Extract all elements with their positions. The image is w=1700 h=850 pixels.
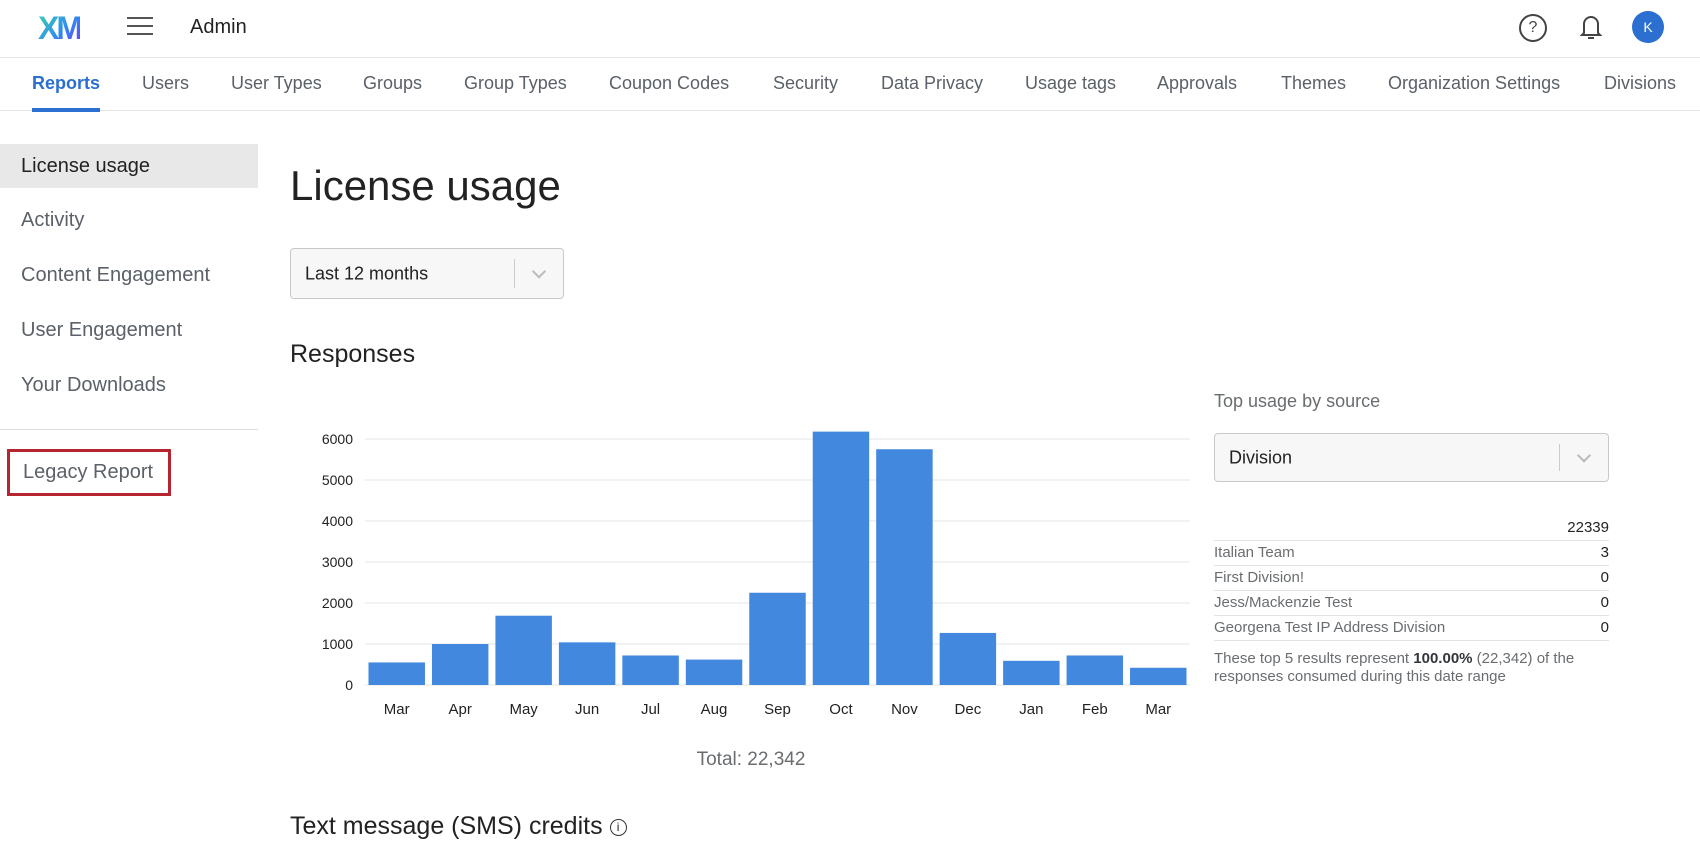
foot-text: (22,342) of the responses consumed durin… [1214,650,1575,685]
tab-groups[interactable]: Groups [363,73,423,93]
y-tick-label: 1000 [322,636,353,652]
tab-divisions[interactable]: Divisions [1604,73,1677,93]
chevron-down-icon [1576,447,1592,463]
avatar[interactable]: K [1632,11,1664,43]
row-name: Georgena Test IP Address Division [1214,619,1446,636]
source-select-value: Division [1229,447,1293,467]
bar-jul [622,655,679,685]
bar-mar [1130,667,1187,685]
menu-icon[interactable] [127,17,153,37]
date-range-value: Last 12 months [305,263,429,283]
tab-approvals[interactable]: Approvals [1157,73,1238,93]
row-value: 0 [1600,569,1609,586]
x-tick-label: Apr [449,701,472,718]
table-row: First Division! 0 [1214,566,1609,591]
x-tick-label: Jun [575,701,599,718]
row-value: 3 [1600,544,1609,561]
tab-security[interactable]: Security [773,73,839,93]
bar-sep [749,592,806,685]
tab-reports[interactable]: Reports [32,73,101,112]
bar-dec [939,632,997,685]
tab-organization-settings[interactable]: Organization Settings [1388,73,1561,93]
y-tick-label: 3000 [322,554,353,570]
y-tick-label: 6000 [322,431,353,447]
table-row: Italian Team 3 [1214,541,1609,566]
top-bar: XM Admin ? K [0,0,1700,58]
sidebar-item-activity[interactable]: Activity [21,209,85,231]
bell-icon[interactable] [1578,12,1604,42]
y-tick-label: 2000 [322,595,353,611]
foot-text: These top 5 results represent [1214,650,1414,667]
page-title: License usage [290,162,561,209]
x-tick-label: Sep [764,701,791,718]
tab-users[interactable]: Users [142,73,190,93]
chevron-down-icon [531,263,547,279]
x-tick-label: Oct [829,701,853,718]
sms-credits-heading: Text message (SMS) credits i [290,812,627,841]
x-tick-label: Mar [1145,701,1171,718]
row-name: Jess/Mackenzie Test [1214,594,1353,611]
y-tick-label: 5000 [322,472,353,488]
bar-feb [1066,655,1124,685]
table-row: Jess/Mackenzie Test 0 [1214,591,1609,616]
x-tick-label: Aug [701,701,728,718]
row-value: 0 [1600,619,1609,636]
y-tick-label: 4000 [322,513,353,529]
responses-total: Total: 22,342 [696,749,806,770]
top-usage-label: Top usage by source [1214,391,1381,411]
bar-apr [431,644,489,685]
x-tick-label: Jul [641,701,660,718]
admin-tabs: Reports Users User Types Groups Group Ty… [0,58,1700,112]
tab-usage-tags[interactable]: Usage tags [1025,73,1117,93]
bar-may [495,615,552,685]
table-row: Georgena Test IP Address Division 0 [1214,616,1609,641]
foot-percent: 100.00% [1413,650,1473,667]
row-name: First Division! [1214,569,1305,586]
x-tick-label: Feb [1082,701,1108,718]
row-value: 0 [1600,594,1609,611]
date-range-select[interactable]: Last 12 months [290,248,564,299]
select-separator [1559,444,1560,471]
tab-group-types[interactable]: Group Types [464,73,567,93]
sidebar-item-license-usage[interactable]: License usage [0,144,258,188]
select-separator [514,259,515,288]
y-tick-label: 0 [345,677,353,693]
x-tick-label: Jan [1019,701,1043,718]
top-usage-footnote: These top 5 results represent 100.00% (2… [1214,650,1609,686]
x-tick-label: Mar [384,701,410,718]
x-tick-label: May [509,701,538,718]
sidebar-item-your-downloads[interactable]: Your Downloads [21,374,166,396]
sms-heading-text: Text message (SMS) credits [290,812,603,840]
x-tick-label: Nov [891,701,918,718]
x-tick-label: Dec [955,701,982,718]
tab-coupon-codes[interactable]: Coupon Codes [609,73,730,93]
source-select[interactable]: Division [1214,433,1609,482]
top-usage-table: 22339 Italian Team 3 First Division! 0 Jes… [1214,516,1609,641]
responses-heading: Responses [290,340,416,368]
info-icon[interactable]: i [609,818,627,836]
bar-aug [685,659,743,685]
tab-user-types[interactable]: User Types [231,73,322,93]
sidebar-divider [0,429,258,430]
bar-jan [1003,660,1060,685]
table-header-row: 22339 [1214,516,1609,541]
sidebar-item-legacy-report[interactable]: Legacy Report [7,449,171,496]
xm-logo[interactable]: XM [38,10,83,46]
bar-mar [368,662,425,685]
app-title: Admin [190,16,247,38]
bar-oct [812,431,870,685]
tab-themes[interactable]: Themes [1281,73,1347,93]
help-icon[interactable]: ? [1519,14,1547,42]
header-value: 22339 [1567,519,1609,536]
sidebar-item-user-engagement[interactable]: User Engagement [21,319,183,341]
row-name: Italian Team [1214,544,1295,561]
sidebar-item-content-engagement[interactable]: Content Engagement [21,264,211,286]
bar-nov [876,449,933,685]
tab-data-privacy[interactable]: Data Privacy [881,73,984,93]
bar-jun [558,642,616,685]
responses-bar-chart: 0 1000 2000 3000 4000 5000 6000 Mar Apr May Jun Jul… [322,431,1190,718]
